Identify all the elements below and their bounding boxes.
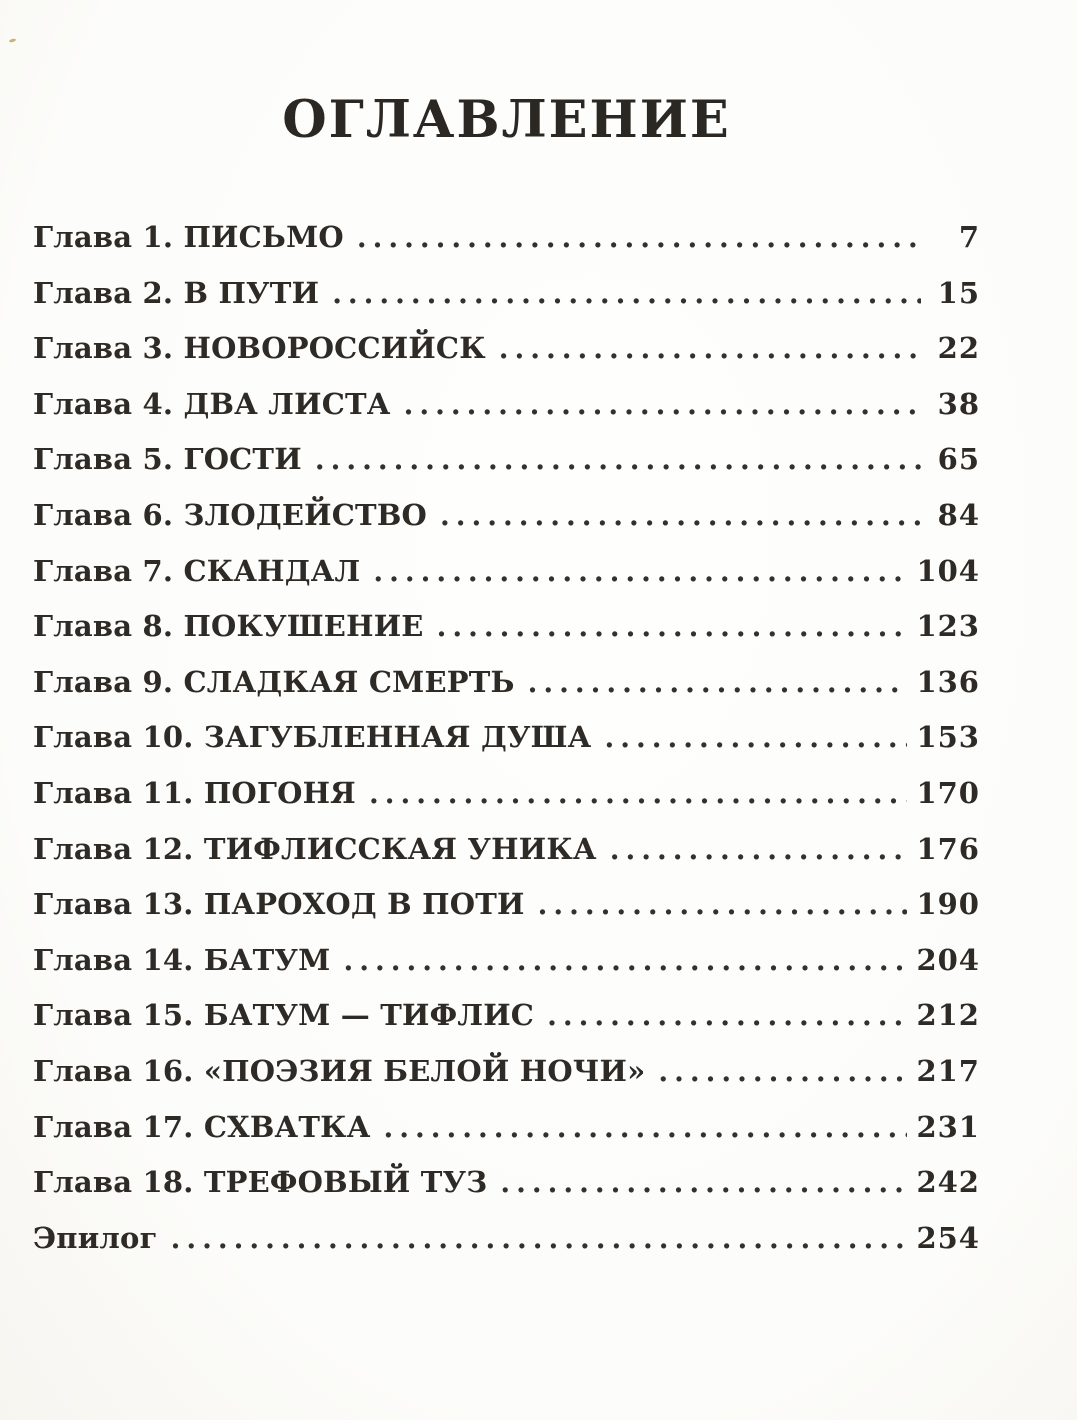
toc-entry-page: 153 <box>916 720 980 755</box>
toc-entry-page: 170 <box>916 775 980 810</box>
dot-leader: ........................................… <box>537 888 908 922</box>
toc-entry-page: 212 <box>916 998 980 1033</box>
dot-leader: ........................................… <box>403 387 921 421</box>
dot-leader: ........................................… <box>368 776 908 810</box>
toc-entry-page: 15 <box>937 275 980 310</box>
dot-leader: ........................................… <box>604 721 907 755</box>
dot-leader: ........................................… <box>500 1166 908 1200</box>
toc-entry-page: 65 <box>937 442 980 477</box>
toc-entry: Глава 2. В ПУТИ ........................… <box>33 266 980 322</box>
dot-leader: ........................................… <box>498 332 921 366</box>
toc-entry-label: Глава 18. ТРЕФОВЫЙ ТУЗ <box>33 1165 488 1200</box>
toc-entry-page: 22 <box>937 331 980 366</box>
toc-entry: Глава 17. СХВАТКА ......................… <box>33 1100 980 1156</box>
toc-entry-label: Глава 14. БАТУМ <box>33 942 331 977</box>
toc-entry: Глава 13. ПАРОХОД В ПОТИ ...............… <box>33 877 980 933</box>
toc-entry-page: 104 <box>916 553 980 588</box>
toc-entry-page: 190 <box>916 887 980 922</box>
toc-entry: Эпилог .................................… <box>33 1211 980 1267</box>
toc-entry-label: Глава 4. ДВА ЛИСТА <box>33 386 391 421</box>
toc-entry: Глава 16. «ПОЭЗИЯ БЕЛОЙ НОЧИ» ..........… <box>33 1044 980 1100</box>
toc-list: Глава 1. ПИСЬМО ........................… <box>33 210 980 1266</box>
dot-leader: ........................................… <box>436 610 908 644</box>
toc-entry-label: Глава 16. «ПОЭЗИЯ БЕЛОЙ НОЧИ» <box>33 1053 646 1088</box>
toc-entry: Глава 5. ГОСТИ .........................… <box>33 432 980 488</box>
dot-leader: ........................................… <box>314 443 921 477</box>
toc-entry-page: 84 <box>937 497 980 532</box>
scan-speck <box>8 38 17 43</box>
toc-entry: Глава 12. ТИФЛИССКАЯ УНИКА .............… <box>33 822 980 878</box>
toc-entry-label: Глава 10. ЗАГУБЛЕННАЯ ДУША <box>33 720 592 755</box>
toc-entry: Глава 9. СЛАДКАЯ СМЕРТЬ ................… <box>33 655 980 711</box>
dot-leader: ........................................… <box>373 554 908 588</box>
toc-entry-label: Глава 17. СХВАТКА <box>33 1109 371 1144</box>
toc-entry-label: Эпилог <box>33 1220 158 1255</box>
toc-entry-label: Глава 1. ПИСЬМО <box>33 220 344 254</box>
toc-entry: Глава 4. ДВА ЛИСТА .....................… <box>33 377 980 433</box>
dot-leader: ........................................… <box>658 1054 907 1088</box>
toc-entry-label: Глава 3. НОВОРОССИЙСК <box>33 331 486 366</box>
dot-leader: ........................................… <box>440 498 921 532</box>
toc-entry-label: Глава 6. ЗЛОДЕЙСТВО <box>33 497 428 532</box>
dot-leader: ........................................… <box>343 943 907 977</box>
toc-entry-label: Глава 15. БАТУМ — ТИФЛИС <box>33 998 535 1033</box>
toc-entry: Глава 11. ПОГОНЯ .......................… <box>33 766 980 822</box>
dot-leader: ........................................… <box>527 665 908 699</box>
toc-entry-page: 123 <box>916 609 980 644</box>
toc-entry: Глава 18. ТРЕФОВЫЙ ТУЗ .................… <box>33 1155 980 1211</box>
dot-leader: ........................................… <box>383 1110 908 1144</box>
toc-entry-label: Глава 7. СКАНДАЛ <box>33 553 361 588</box>
toc-entry-label: Глава 5. ГОСТИ <box>33 442 302 477</box>
toc-entry-label: Глава 11. ПОГОНЯ <box>33 775 356 810</box>
toc-entry-page: 7 <box>958 220 980 254</box>
toc-entry: Глава 14. БАТУМ ........................… <box>33 933 980 989</box>
dot-leader: ........................................… <box>356 221 921 254</box>
dot-leader: ........................................… <box>609 832 908 866</box>
toc-entry: Глава 1. ПИСЬМО ........................… <box>33 210 980 266</box>
toc-entry-label: Глава 2. В ПУТИ <box>33 275 320 310</box>
toc-entry: Глава 10. ЗАГУБЛЕННАЯ ДУША .............… <box>33 710 980 766</box>
toc-entry-label: Глава 8. ПОКУШЕНИЕ <box>33 609 424 644</box>
dot-leader: ........................................… <box>332 276 921 310</box>
toc-entry-page: 204 <box>916 942 980 977</box>
toc-entry-page: 136 <box>916 664 980 699</box>
toc-entry: Глава 3. НОВОРОССИЙСК ..................… <box>33 321 980 377</box>
dot-leader: ........................................… <box>547 999 907 1033</box>
toc-entry-page: 242 <box>916 1165 980 1200</box>
toc-entry-page: 176 <box>916 831 980 866</box>
toc-entry-page: 231 <box>916 1109 980 1144</box>
toc-entry-label: Глава 13. ПАРОХОД В ПОТИ <box>33 887 525 922</box>
toc-entry-label: Глава 12. ТИФЛИССКАЯ УНИКА <box>33 831 597 866</box>
toc-entry-page: 217 <box>916 1053 980 1088</box>
toc-entry: Глава 7. СКАНДАЛ .......................… <box>33 544 980 600</box>
toc-entry: Глава 6. ЗЛОДЕЙСТВО ....................… <box>33 488 980 544</box>
dot-leader: ........................................… <box>170 1221 908 1255</box>
toc-entry-page: 254 <box>916 1220 980 1255</box>
toc-entry: Глава 15. БАТУМ — ТИФЛИС ...............… <box>33 988 980 1044</box>
toc-entry: Глава 8. ПОКУШЕНИЕ .....................… <box>33 599 980 655</box>
toc-entry-page: 38 <box>937 386 980 421</box>
toc-entry-label: Глава 9. СЛАДКАЯ СМЕРТЬ <box>33 664 515 699</box>
page-title: ОГЛАВЛЕНИЕ <box>282 90 731 150</box>
